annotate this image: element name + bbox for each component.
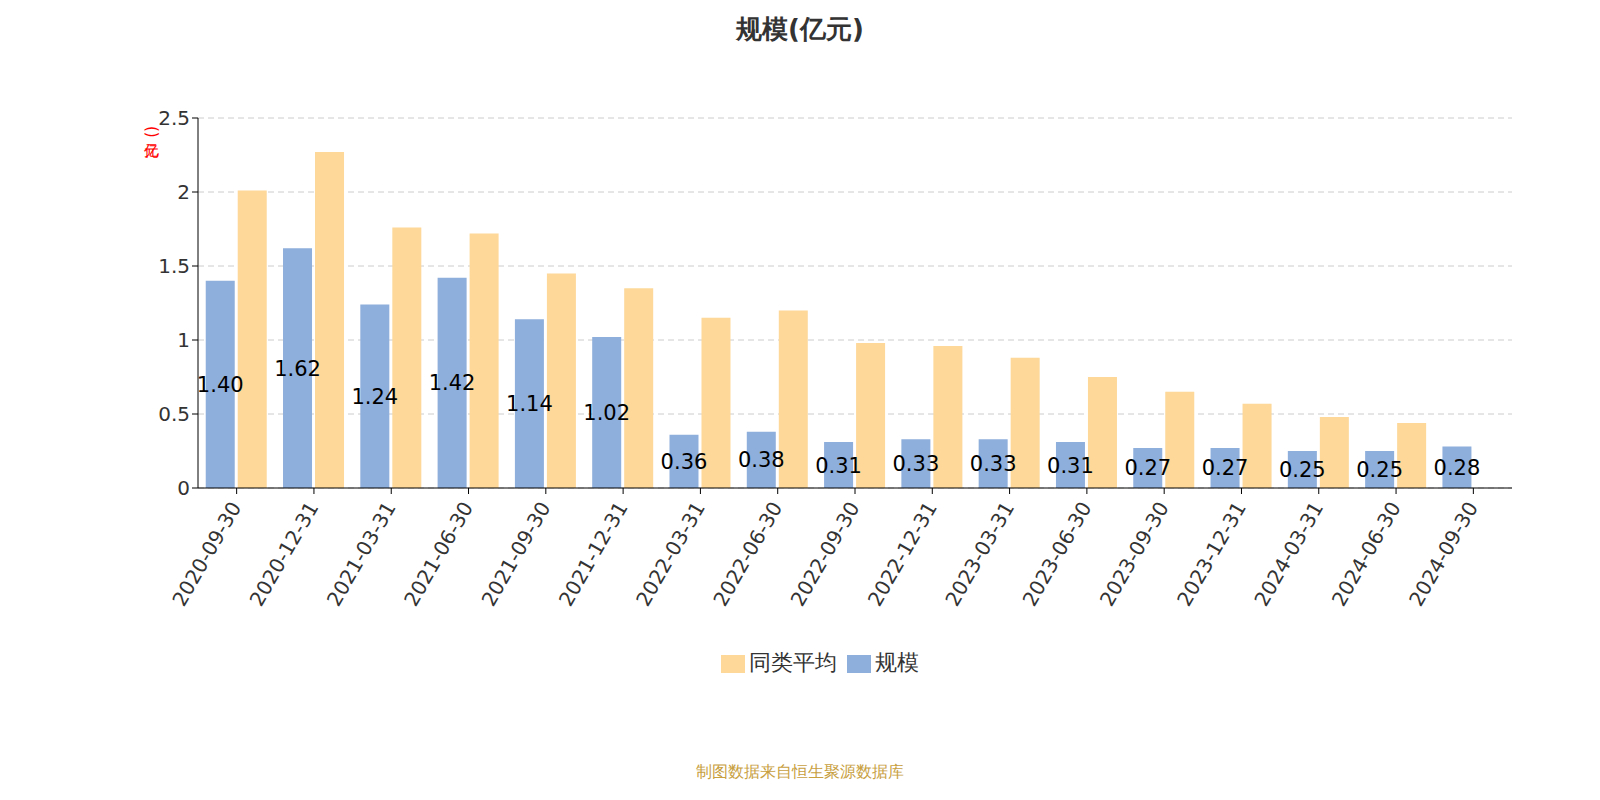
svg-text:0.38: 0.38: [738, 448, 785, 472]
svg-text:0.25: 0.25: [1279, 458, 1326, 482]
svg-text:1.24: 1.24: [351, 385, 398, 409]
svg-text:2023-12-31: 2023-12-31: [1172, 498, 1251, 611]
svg-text:0.31: 0.31: [815, 454, 862, 478]
svg-text:0.27: 0.27: [1202, 456, 1249, 480]
svg-text:2024-06-30: 2024-06-30: [1327, 498, 1406, 611]
svg-text:0.5: 0.5: [158, 402, 190, 426]
svg-text:0.31: 0.31: [1047, 454, 1094, 478]
svg-text:0: 0: [177, 476, 190, 500]
html-text:制图数据来自恒生聚源数据库: 制图数据来自恒生聚源数据库: [696, 762, 904, 781]
svg-text:2024-03-31: 2024-03-31: [1249, 498, 1328, 611]
svg-text:0.36: 0.36: [661, 450, 708, 474]
svg-text:2020-12-31: 2020-12-31: [245, 498, 324, 611]
html-text:(亿元): (亿元): [143, 126, 161, 138]
svg-text:2021-09-30: 2021-09-30: [476, 498, 555, 611]
svg-text:1.5: 1.5: [158, 254, 190, 278]
svg-text:2023-06-30: 2023-06-30: [1018, 498, 1097, 611]
svg-text:0.27: 0.27: [1124, 456, 1171, 480]
svg-text:2022-09-30: 2022-09-30: [786, 498, 865, 611]
svg-text:0.25: 0.25: [1356, 458, 1403, 482]
svg-text:1: 1: [177, 328, 190, 352]
svg-text:0.33: 0.33: [970, 452, 1017, 476]
svg-text:0.28: 0.28: [1434, 456, 1481, 480]
svg-text:2: 2: [177, 180, 190, 204]
svg-text:2022-03-31: 2022-03-31: [631, 498, 710, 611]
svg-text:0.33: 0.33: [892, 452, 939, 476]
svg-text:2024-09-30: 2024-09-30: [1404, 498, 1483, 611]
svg-text:2023-09-30: 2023-09-30: [1095, 498, 1174, 611]
svg-text:1.62: 1.62: [274, 357, 321, 381]
svg-text:1.14: 1.14: [506, 392, 553, 416]
html-text:规模(亿元): 规模(亿元): [736, 14, 864, 44]
svg-text:2.5: 2.5: [158, 106, 190, 130]
html-text:同类平均: 同类平均: [749, 650, 837, 675]
svg-text:2022-12-31: 2022-12-31: [863, 498, 942, 611]
svg-text:1.02: 1.02: [583, 401, 630, 425]
svg-text:2023-03-31: 2023-03-31: [940, 498, 1019, 611]
svg-text:2021-06-30: 2021-06-30: [399, 498, 478, 611]
svg-text:2020-09-30: 2020-09-30: [167, 498, 246, 611]
svg-text:2021-12-31: 2021-12-31: [554, 498, 633, 611]
svg-text:1.40: 1.40: [197, 373, 244, 397]
svg-text:2021-03-31: 2021-03-31: [322, 498, 401, 611]
svg-text:2022-06-30: 2022-06-30: [708, 498, 787, 611]
html-text:规模: 规模: [875, 650, 919, 675]
svg-text:1.42: 1.42: [429, 371, 476, 395]
